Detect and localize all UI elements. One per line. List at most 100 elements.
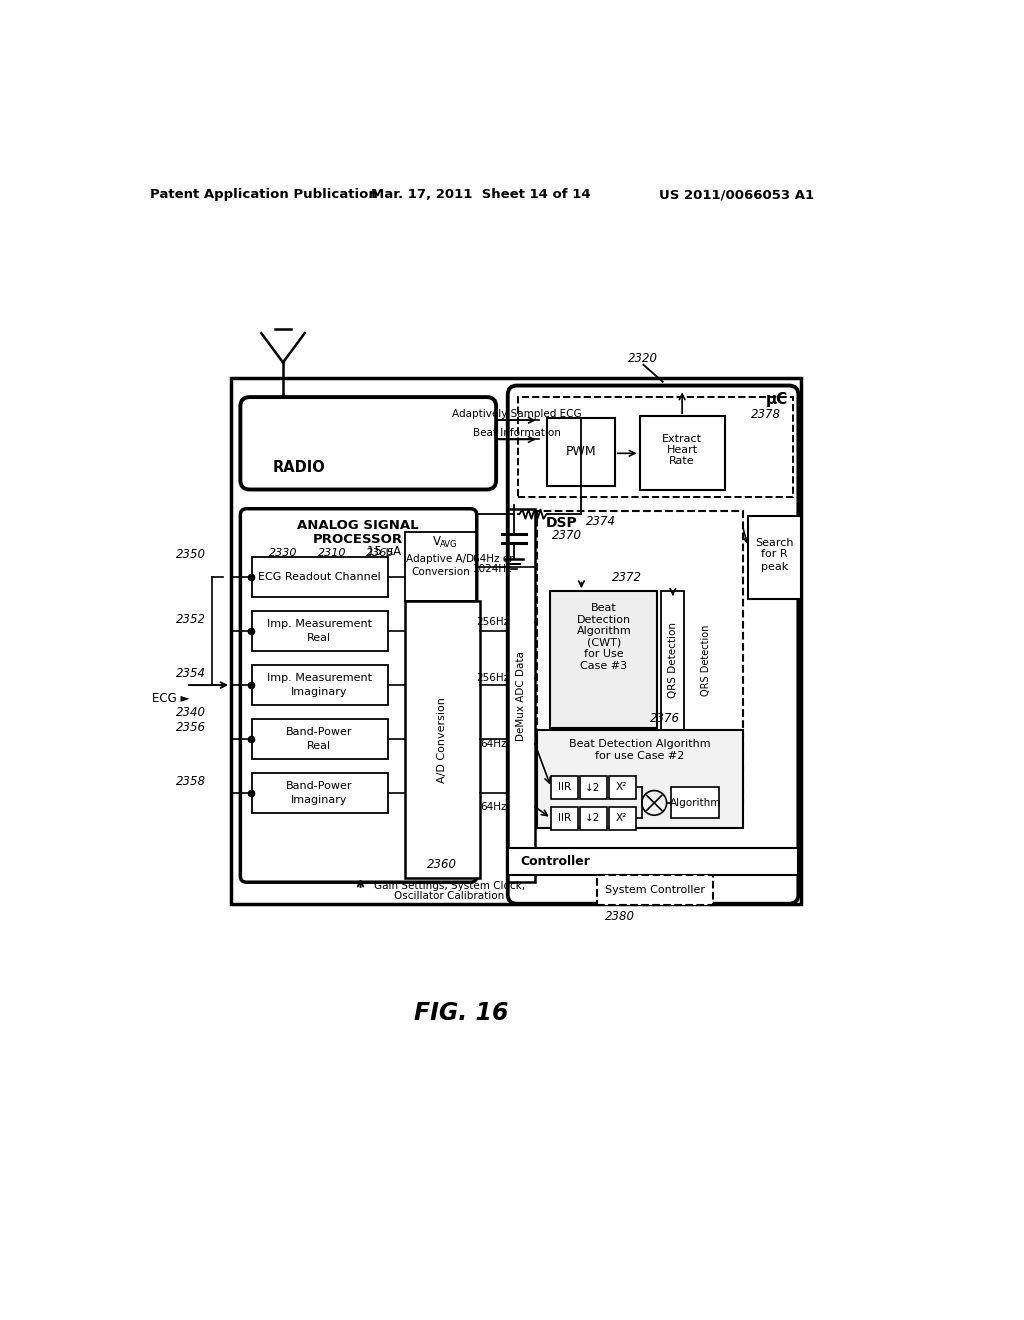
- Text: PWM: PWM: [565, 445, 596, 458]
- Text: for use Case #2: for use Case #2: [595, 751, 684, 760]
- Bar: [597, 875, 713, 906]
- Bar: [547, 418, 614, 486]
- Bar: [550, 591, 657, 729]
- Text: (CWT): (CWT): [587, 638, 621, 648]
- Bar: [662, 591, 684, 730]
- Text: 2370: 2370: [552, 529, 582, 543]
- Text: 64Hz: 64Hz: [480, 739, 506, 748]
- Text: for Use: for Use: [584, 649, 624, 659]
- Text: 2356: 2356: [175, 721, 206, 734]
- Text: IIR: IIR: [558, 783, 571, 792]
- Text: 2310: 2310: [317, 548, 346, 558]
- Text: 2378: 2378: [751, 408, 781, 421]
- Bar: [608, 776, 636, 799]
- Text: for R: for R: [761, 549, 787, 560]
- Text: Conversion: Conversion: [411, 566, 470, 577]
- Bar: [518, 397, 793, 498]
- Text: X²: X²: [616, 813, 628, 824]
- Text: ANALOG SIGNAL: ANALOG SIGNAL: [297, 519, 419, 532]
- Text: Beat: Beat: [591, 603, 616, 612]
- Text: Band-Power: Band-Power: [286, 727, 352, 737]
- Text: 2374: 2374: [586, 515, 615, 528]
- Text: 2330: 2330: [268, 548, 297, 558]
- Text: Imaginary: Imaginary: [291, 686, 348, 697]
- Text: V: V: [432, 535, 440, 548]
- Bar: [252, 665, 388, 705]
- Text: Beat Information: Beat Information: [473, 428, 561, 438]
- Bar: [672, 788, 719, 818]
- Text: Imaginary: Imaginary: [291, 795, 348, 805]
- Bar: [551, 807, 579, 830]
- Text: 2360: 2360: [427, 858, 457, 871]
- Text: Imp. Measurement: Imp. Measurement: [267, 619, 372, 630]
- Text: peak: peak: [761, 561, 788, 572]
- Text: RADIO: RADIO: [272, 461, 325, 475]
- Text: Case #3: Case #3: [581, 661, 628, 671]
- Text: AVG: AVG: [440, 540, 458, 549]
- Text: Algorithm: Algorithm: [577, 626, 631, 636]
- Text: FIG. 16: FIG. 16: [414, 1001, 509, 1026]
- Text: 2372: 2372: [612, 570, 642, 583]
- Text: QRS Detection: QRS Detection: [701, 624, 711, 696]
- Bar: [640, 416, 725, 490]
- Text: 64Hz: 64Hz: [480, 801, 506, 812]
- Text: ↓2: ↓2: [586, 783, 601, 792]
- Text: ↓2: ↓2: [586, 813, 601, 824]
- Text: Band-Power: Band-Power: [286, 781, 352, 791]
- Text: 2380: 2380: [604, 909, 635, 923]
- Text: Adaptive A/D: Adaptive A/D: [407, 554, 474, 564]
- Text: Oscillator Calibration: Oscillator Calibration: [394, 891, 505, 902]
- Text: DSP: DSP: [546, 516, 578, 529]
- Bar: [608, 807, 636, 830]
- Text: 256Hz: 256Hz: [476, 616, 510, 627]
- Bar: [538, 730, 742, 829]
- Text: Detection: Detection: [577, 615, 631, 624]
- Text: Patent Application Publication: Patent Application Publication: [150, 187, 378, 201]
- Bar: [231, 378, 801, 904]
- FancyBboxPatch shape: [241, 508, 477, 882]
- Text: US 2011/0066053 A1: US 2011/0066053 A1: [658, 187, 814, 201]
- Text: Controller: Controller: [521, 855, 591, 869]
- Bar: [748, 516, 801, 599]
- Bar: [404, 601, 480, 878]
- Text: 2376: 2376: [650, 713, 680, 726]
- Text: Imp. Measurement: Imp. Measurement: [267, 673, 372, 684]
- Text: μC: μC: [766, 392, 787, 407]
- Text: 2350: 2350: [175, 548, 206, 561]
- Text: 15 μA: 15 μA: [367, 545, 400, 557]
- Text: Beat Detection Algorithm: Beat Detection Algorithm: [568, 739, 711, 748]
- Text: 64Hz or: 64Hz or: [473, 554, 513, 564]
- Text: 2320: 2320: [629, 352, 658, 366]
- FancyBboxPatch shape: [241, 397, 496, 490]
- FancyBboxPatch shape: [508, 385, 799, 904]
- Text: Real: Real: [307, 741, 332, 751]
- Text: Gain Settings, System Clock,: Gain Settings, System Clock,: [374, 880, 525, 891]
- Bar: [508, 508, 535, 882]
- Text: Extract: Extract: [663, 434, 702, 445]
- Bar: [508, 847, 799, 875]
- Text: 2352: 2352: [175, 612, 206, 626]
- Text: 2354: 2354: [175, 667, 206, 680]
- Text: 2340: 2340: [175, 705, 206, 718]
- Text: PROCESSOR: PROCESSOR: [313, 533, 403, 546]
- Text: Rate: Rate: [670, 455, 695, 466]
- Text: Heart: Heart: [667, 445, 697, 455]
- Text: X²: X²: [616, 783, 628, 792]
- Text: ECG ►: ECG ►: [153, 693, 190, 705]
- Text: A/D Conversion: A/D Conversion: [437, 697, 446, 783]
- Bar: [404, 532, 476, 601]
- Text: 256Hz: 256Hz: [476, 673, 510, 684]
- Bar: [580, 776, 607, 799]
- Bar: [252, 774, 388, 813]
- Bar: [538, 511, 742, 809]
- Bar: [551, 776, 579, 799]
- Bar: [252, 719, 388, 759]
- Text: 2365: 2365: [366, 548, 394, 558]
- Text: Algorithm: Algorithm: [670, 797, 721, 808]
- Text: QRS Detection: QRS Detection: [668, 623, 678, 698]
- Bar: [252, 557, 388, 598]
- Text: Mar. 17, 2011  Sheet 14 of 14: Mar. 17, 2011 Sheet 14 of 14: [371, 187, 591, 201]
- Text: ECG Readout Channel: ECG Readout Channel: [258, 573, 381, 582]
- Text: 1024Hz: 1024Hz: [473, 564, 513, 574]
- Bar: [252, 611, 388, 651]
